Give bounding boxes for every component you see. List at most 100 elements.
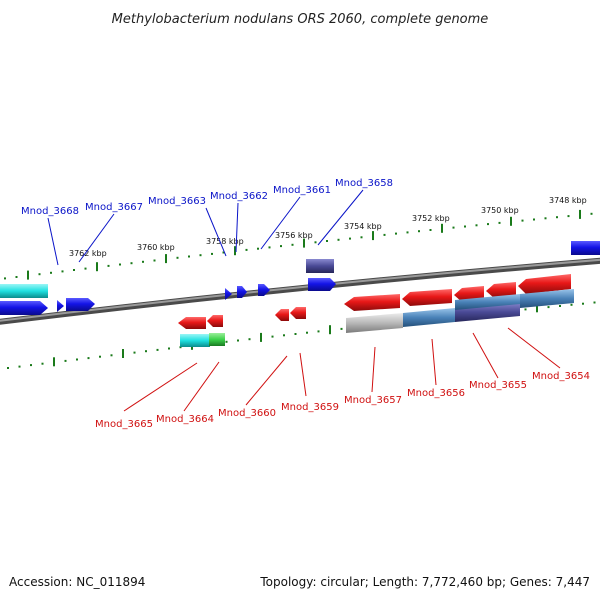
lower-minor-tick: [271, 335, 274, 338]
upper-minor-tick: [567, 215, 570, 218]
upper-major-tick: [372, 231, 374, 241]
tick-label-3750: 3750 kbp: [481, 206, 519, 215]
gene-label-mnod-3665[interactable]: Mnod_3665: [95, 419, 153, 430]
gene-mnod-3659[interactable]: [290, 307, 306, 319]
gene-label-mnod-3655[interactable]: Mnod_3655: [469, 380, 527, 391]
cyan-feature-lower[interactable]: [180, 334, 210, 347]
tick-label-3762: 3762 kbp: [69, 249, 107, 258]
gene-mnod-3665[interactable]: [178, 317, 206, 329]
steel-domain-feature-2[interactable]: [520, 289, 574, 308]
gene-label-mnod-3656[interactable]: Mnod_3656: [407, 388, 465, 399]
gene-mnod-3667[interactable]: [66, 298, 95, 311]
tick-label-3760: 3760 kbp: [137, 243, 175, 252]
upper-major-tick: [96, 262, 98, 272]
lower-minor-tick: [237, 339, 239, 342]
upper-minor-tick: [280, 245, 282, 248]
lower-minor-tick: [570, 303, 573, 306]
upper-minor-tick: [383, 233, 386, 236]
purple-feature-top[interactable]: [306, 259, 334, 273]
steel-domain-feature-3[interactable]: [455, 294, 520, 310]
lower-minor-tick: [41, 362, 44, 365]
upper-minor-tick: [452, 226, 455, 229]
gene-label-mnod-3658[interactable]: Mnod_3658: [335, 178, 393, 189]
gene-label-mnod-3664[interactable]: Mnod_3664: [156, 414, 214, 425]
upper-minor-tick: [268, 246, 271, 249]
tick-label-3756: 3756 kbp: [275, 231, 313, 240]
upper-minor-tick: [130, 262, 133, 265]
upper-minor-tick: [245, 248, 248, 251]
gene-label-mnod-3661[interactable]: Mnod_3661: [273, 185, 331, 196]
lower-major-tick: [329, 325, 331, 335]
tick-label-3754: 3754 kbp: [344, 222, 382, 231]
upper-minor-tick: [521, 219, 524, 222]
lower-major-tick: [53, 357, 55, 367]
upper-minor-tick: [291, 243, 294, 246]
gene-mnod-3664[interactable]: [207, 315, 223, 327]
upper-minor-tick: [257, 247, 259, 250]
upper-major-tick: [579, 209, 581, 219]
upper-major-tick: [441, 223, 443, 233]
tick-label-3748: 3748 kbp: [549, 196, 587, 205]
gene-label-mnod-3662[interactable]: Mnod_3662: [210, 191, 268, 202]
gene-mnod-3662[interactable]: [237, 286, 247, 298]
gene-label-mnod-3660[interactable]: Mnod_3660: [218, 408, 276, 419]
lower-minor-tick: [18, 365, 21, 368]
upper-minor-tick: [544, 217, 547, 220]
lower-minor-tick: [248, 338, 251, 341]
upper-minor-tick: [38, 273, 41, 276]
forward-features: [0, 241, 600, 315]
gene-mnod-3661[interactable]: [258, 284, 270, 296]
gene-small-forward-1[interactable]: [57, 300, 64, 312]
gene-label-mnod-3663[interactable]: Mnod_3663: [148, 196, 206, 207]
upper-minor-tick: [360, 236, 363, 239]
upper-minor-tick: [107, 264, 110, 267]
reverse-features: [178, 274, 574, 347]
lower-minor-tick: [524, 308, 527, 311]
lower-minor-tick: [340, 327, 343, 330]
gene-mnod-3655b[interactable]: [486, 282, 516, 298]
lower-minor-tick: [179, 346, 182, 349]
lower-minor-tick: [110, 354, 113, 357]
gene-mnod-3663[interactable]: [225, 288, 232, 300]
upper-minor-tick: [61, 270, 64, 273]
upper-minor-tick: [464, 225, 466, 228]
lower-minor-tick: [593, 301, 596, 304]
upper-minor-tick: [4, 277, 6, 280]
gene-mnod-3668[interactable]: [0, 301, 48, 315]
map-title: Methylobacterium nodulans ORS 2060, comp…: [112, 12, 489, 27]
upper-minor-tick: [119, 263, 121, 266]
upper-minor-tick: [142, 260, 144, 263]
gene-label-mnod-3668[interactable]: Mnod_3668: [21, 206, 79, 217]
gene-label-mnod-3657[interactable]: Mnod_3657: [344, 395, 402, 406]
cyan-feature-left[interactable]: [0, 284, 48, 298]
gene-mnod-3660[interactable]: [275, 309, 289, 321]
forward-gene-right-edge[interactable]: [571, 241, 600, 255]
upper-major-tick: [303, 238, 305, 248]
summary-text: Topology: circular; Length: 7,772,460 bp…: [259, 575, 590, 589]
upper-minor-tick: [50, 271, 52, 274]
gene-mnod-3655a[interactable]: [454, 286, 484, 302]
gene-mnod-3654[interactable]: [518, 274, 571, 294]
gene-mnod-3656[interactable]: [402, 289, 452, 306]
upper-minor-tick: [590, 212, 593, 215]
gene-mnod-3658[interactable]: [308, 278, 336, 291]
upper-minor-tick: [222, 251, 225, 254]
upper-minor-tick: [429, 229, 432, 231]
gene-label-mnod-3654[interactable]: Mnod_3654: [532, 371, 590, 382]
upper-tick-track: [4, 209, 593, 280]
gray-domain-feature[interactable]: [346, 313, 403, 333]
gene-label-mnod-3659[interactable]: Mnod_3659: [281, 402, 339, 413]
green-feature-lower[interactable]: [209, 333, 225, 346]
lower-major-tick: [536, 303, 538, 313]
lower-minor-tick: [559, 305, 561, 307]
tick-label-3758: 3758 kbp: [206, 237, 244, 246]
accession-text: Accession: NC_011894: [9, 575, 145, 589]
steel-domain-feature-1[interactable]: [403, 308, 455, 327]
gene-label-mnod-3667[interactable]: Mnod_3667: [85, 202, 143, 213]
upper-minor-tick: [475, 224, 478, 227]
upper-minor-tick: [199, 254, 202, 257]
lower-minor-tick: [317, 330, 320, 333]
gene-mnod-3657[interactable]: [344, 294, 400, 311]
lower-minor-tick: [283, 334, 285, 337]
